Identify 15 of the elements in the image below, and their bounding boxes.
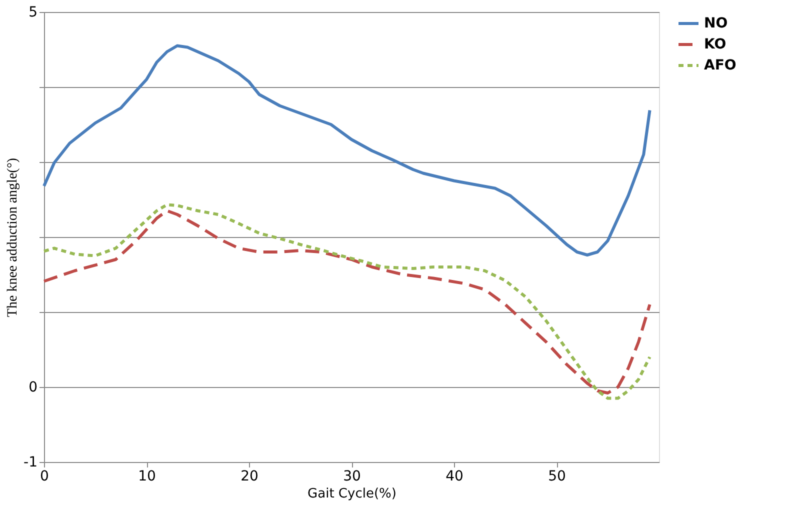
x-tick-label: 40 bbox=[446, 468, 464, 484]
legend-label: NO bbox=[704, 16, 728, 32]
x-tick-label: 0 bbox=[40, 468, 49, 484]
x-tick-label: 20 bbox=[240, 468, 258, 484]
x-tick-label: 10 bbox=[138, 468, 156, 484]
legend-label: KO bbox=[704, 36, 726, 52]
y-axis-title: The knee adduction angle(°) bbox=[6, 158, 21, 318]
line-series bbox=[42, 44, 652, 256]
x-tick-label: 30 bbox=[343, 468, 361, 484]
y-tick-label: 0 bbox=[28, 380, 38, 396]
x-tick-label: 50 bbox=[548, 468, 566, 484]
x-axis-title: Gait Cycle(%) bbox=[308, 486, 396, 502]
legend-label: AFO bbox=[704, 58, 736, 74]
y-tick-label: -1 bbox=[24, 454, 38, 470]
y-tick-label: 5 bbox=[28, 4, 38, 20]
